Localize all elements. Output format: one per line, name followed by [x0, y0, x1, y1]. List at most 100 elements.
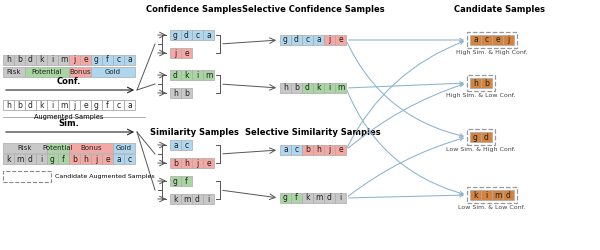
Bar — [470, 78, 481, 88]
Bar — [280, 83, 291, 93]
Bar — [291, 83, 302, 93]
Bar — [181, 194, 192, 204]
Text: b: b — [294, 84, 299, 92]
Text: a: a — [473, 36, 478, 44]
Text: c: c — [127, 154, 131, 164]
Text: h: h — [184, 158, 189, 168]
Text: Bonus: Bonus — [80, 145, 102, 151]
Bar — [14, 154, 25, 164]
Bar — [3, 55, 14, 65]
Bar — [467, 187, 517, 203]
Text: Sim.: Sim. — [59, 119, 79, 128]
Bar — [324, 193, 335, 203]
Text: m: m — [337, 84, 344, 92]
Text: e: e — [83, 100, 88, 110]
Bar — [291, 35, 302, 45]
Text: f: f — [295, 194, 298, 202]
Text: c: c — [116, 56, 121, 64]
Text: k: k — [305, 194, 310, 202]
Text: Bonus: Bonus — [69, 69, 91, 75]
Bar — [324, 35, 335, 45]
Text: g: g — [173, 30, 178, 40]
Text: a: a — [173, 140, 178, 149]
Text: j: j — [196, 158, 199, 168]
Bar — [335, 35, 346, 45]
Bar — [3, 171, 51, 182]
Text: a: a — [116, 154, 121, 164]
Bar — [69, 67, 91, 77]
Bar — [58, 154, 69, 164]
Text: g: g — [94, 100, 99, 110]
Text: g: g — [50, 154, 55, 164]
Text: Candidate Samples: Candidate Samples — [455, 5, 545, 14]
Bar — [481, 78, 492, 88]
Text: h: h — [83, 154, 88, 164]
Bar — [36, 55, 47, 65]
Bar — [302, 83, 313, 93]
Bar — [170, 158, 181, 168]
Bar — [324, 83, 335, 93]
Bar — [181, 48, 192, 58]
Text: f: f — [185, 176, 188, 186]
Text: b: b — [17, 56, 22, 64]
Text: g: g — [283, 36, 288, 44]
Bar — [335, 145, 346, 155]
Bar — [14, 55, 25, 65]
Bar — [124, 55, 135, 65]
Text: c: c — [116, 100, 121, 110]
Text: High Sim. & Low Conf.: High Sim. & Low Conf. — [446, 93, 515, 98]
Text: i: i — [196, 70, 199, 80]
Bar — [181, 88, 192, 98]
Bar — [335, 193, 346, 203]
Text: k: k — [39, 56, 44, 64]
Text: i: i — [208, 194, 209, 203]
Bar — [280, 193, 291, 203]
Text: j: j — [328, 36, 331, 44]
Bar — [102, 154, 113, 164]
Text: g: g — [473, 132, 478, 141]
Text: k: k — [473, 190, 478, 200]
Text: j: j — [175, 48, 176, 58]
Text: d: d — [195, 194, 200, 203]
Bar — [203, 70, 214, 80]
Bar — [280, 35, 291, 45]
Bar — [80, 55, 91, 65]
Text: Conf.: Conf. — [57, 77, 81, 86]
Text: c: c — [184, 140, 188, 149]
Bar — [91, 154, 102, 164]
Text: e: e — [83, 56, 88, 64]
Bar — [113, 154, 124, 164]
Bar — [313, 145, 324, 155]
Text: e: e — [338, 146, 343, 154]
Text: k: k — [39, 100, 44, 110]
Text: i: i — [340, 194, 341, 202]
Text: e: e — [184, 48, 189, 58]
Text: d: d — [28, 154, 33, 164]
Bar — [3, 143, 47, 153]
Text: High Sim. & High Conf.: High Sim. & High Conf. — [456, 50, 528, 55]
Bar — [470, 132, 481, 142]
Text: m: m — [60, 56, 67, 64]
Text: Low Sim. & Low Conf.: Low Sim. & Low Conf. — [458, 205, 526, 210]
Bar — [36, 100, 47, 110]
Text: b: b — [305, 146, 310, 154]
Bar — [47, 154, 58, 164]
Text: Potential: Potential — [32, 69, 62, 75]
Text: d: d — [173, 70, 178, 80]
Text: Gold: Gold — [116, 145, 132, 151]
Text: g: g — [283, 194, 288, 202]
Bar — [170, 70, 181, 80]
Bar — [3, 100, 14, 110]
Bar — [181, 158, 192, 168]
Text: i: i — [52, 56, 53, 64]
Bar — [3, 154, 14, 164]
Bar — [192, 158, 203, 168]
Text: m: m — [183, 194, 190, 203]
Bar — [47, 55, 58, 65]
Bar — [113, 55, 124, 65]
Text: d: d — [294, 36, 299, 44]
Bar — [302, 35, 313, 45]
Text: d: d — [28, 56, 33, 64]
Bar — [481, 132, 492, 142]
Text: a: a — [283, 146, 288, 154]
